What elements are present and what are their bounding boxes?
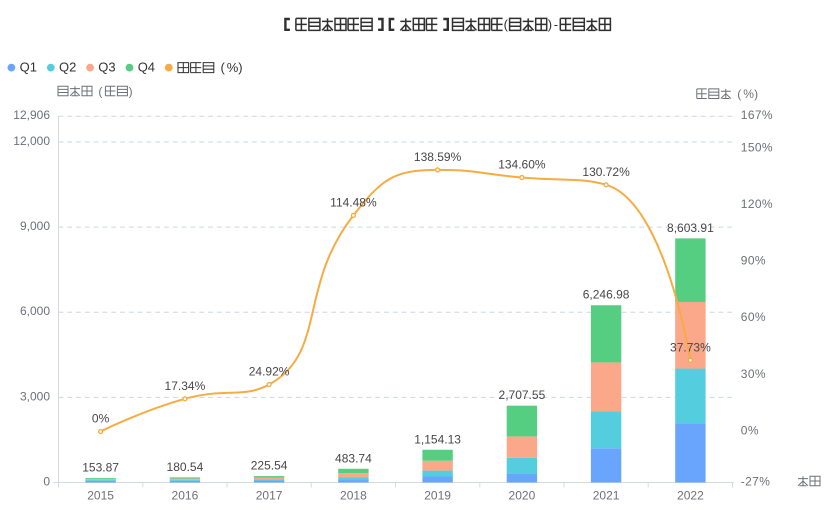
svg-text:134.60%: 134.60% (498, 158, 546, 172)
svg-text:30%: 30% (741, 367, 766, 381)
svg-text:24.92%: 24.92% (249, 365, 290, 379)
svg-text:150%: 150% (741, 140, 773, 154)
svg-text:2016: 2016 (172, 488, 199, 502)
svg-text:Q3: Q3 (98, 60, 115, 75)
svg-text:37.73%: 37.73% (670, 341, 711, 355)
svg-text:2022: 2022 (677, 488, 704, 502)
svg-text:Q4: Q4 (138, 60, 155, 75)
svg-text:9,000: 9,000 (20, 219, 50, 233)
svg-text:1,154.13: 1,154.13 (414, 432, 461, 446)
svg-text:): ) (754, 87, 758, 101)
svg-text:0: 0 (43, 474, 50, 488)
svg-text:483.74: 483.74 (335, 451, 372, 465)
svg-text:0%: 0% (92, 412, 110, 426)
svg-text:%: % (743, 87, 754, 101)
svg-text:12,906: 12,906 (13, 108, 50, 122)
svg-text:(: ( (737, 87, 741, 101)
svg-text:%: % (227, 60, 239, 75)
svg-text:Q1: Q1 (20, 60, 37, 75)
svg-text:3,000: 3,000 (20, 389, 50, 403)
svg-text:180.54: 180.54 (167, 460, 204, 474)
svg-text:167%: 167% (741, 108, 773, 122)
svg-text:): ) (238, 60, 242, 75)
svg-text:12,000: 12,000 (13, 134, 50, 148)
svg-text:2,707.55: 2,707.55 (499, 388, 546, 402)
svg-text:(: ( (98, 84, 102, 98)
svg-text:225.54: 225.54 (251, 459, 288, 473)
svg-text:): ) (129, 84, 133, 98)
svg-text:Q2: Q2 (59, 60, 76, 75)
svg-text:8,603.91: 8,603.91 (667, 221, 714, 235)
svg-text:-: - (554, 17, 558, 32)
svg-text:130.72%: 130.72% (582, 165, 630, 179)
svg-text:): ) (548, 17, 552, 32)
svg-text:2017: 2017 (256, 488, 283, 502)
svg-text:120%: 120% (741, 197, 773, 211)
svg-text:2015: 2015 (87, 488, 114, 502)
svg-text:17.34%: 17.34% (165, 379, 206, 393)
svg-text:-27%: -27% (741, 474, 770, 488)
svg-text:2019: 2019 (424, 488, 451, 502)
svg-text:6,246.98: 6,246.98 (583, 288, 630, 302)
svg-text:0%: 0% (741, 423, 759, 437)
svg-text:60%: 60% (741, 310, 766, 324)
svg-text:2018: 2018 (340, 488, 367, 502)
svg-text:138.59%: 138.59% (414, 150, 462, 164)
svg-text:2020: 2020 (509, 488, 536, 502)
svg-text:(: ( (221, 60, 226, 75)
svg-text:(: ( (504, 17, 509, 32)
svg-text:6,000: 6,000 (20, 304, 50, 318)
svg-text:153.87: 153.87 (82, 461, 119, 475)
svg-text:90%: 90% (741, 254, 766, 268)
svg-text:2021: 2021 (593, 488, 620, 502)
svg-text:114.48%: 114.48% (330, 196, 377, 210)
